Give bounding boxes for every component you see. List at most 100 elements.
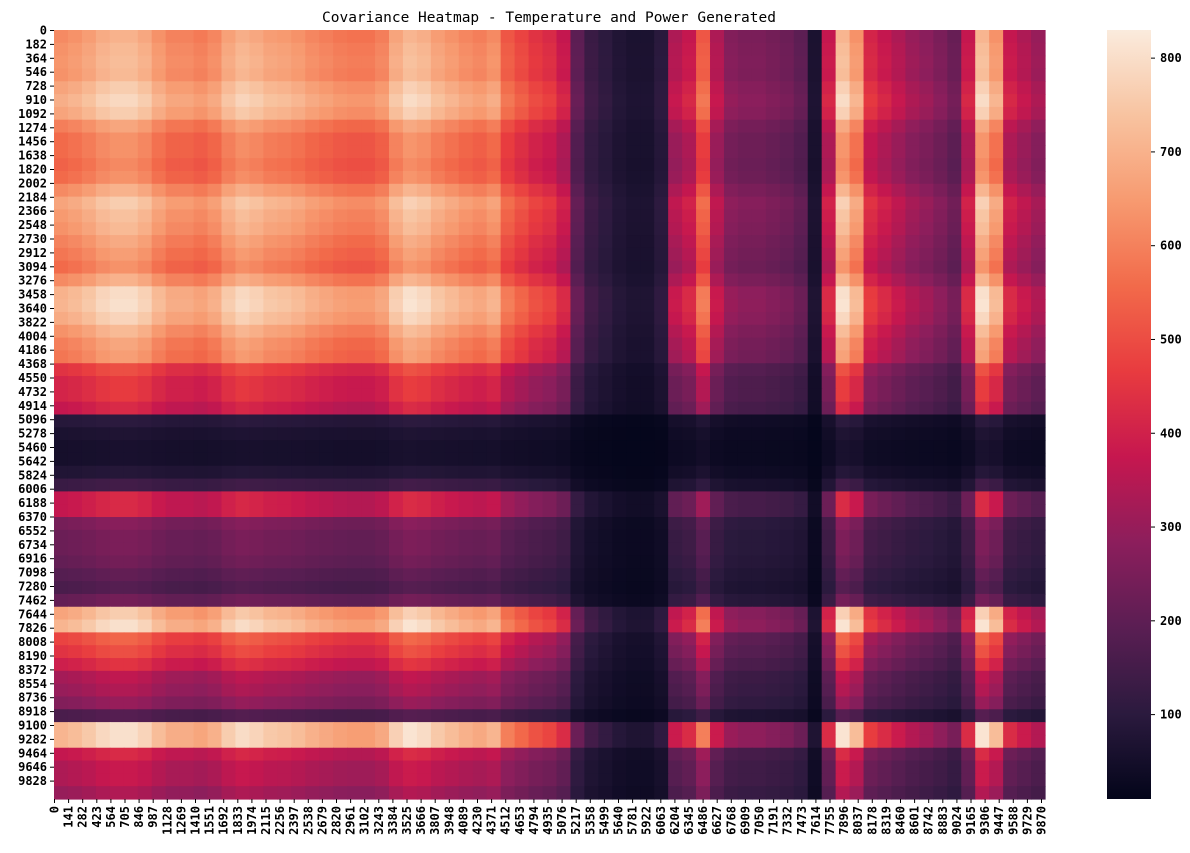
heatmap-cell: [137, 555, 153, 569]
heatmap-cell: [333, 376, 348, 390]
heatmap-cell: [416, 517, 432, 531]
heatmap-cell: [54, 670, 69, 685]
heatmap-cell: [807, 747, 823, 762]
heatmap-cell: [947, 324, 962, 339]
heatmap-cell: [891, 196, 907, 211]
heatmap-cell: [961, 68, 976, 82]
heatmap-cell: [668, 247, 683, 262]
heatmap-cell: [151, 42, 167, 57]
heatmap-cell: [947, 81, 962, 95]
heatmap-cell: [1031, 81, 1046, 95]
heatmap-cell: [849, 81, 865, 95]
heatmap-cell: [891, 94, 907, 108]
heatmap-cell: [975, 81, 990, 95]
heatmap-cell: [570, 786, 585, 800]
heatmap-cell: [486, 465, 502, 480]
heatmap-cell: [347, 119, 362, 134]
heatmap-cell: [221, 786, 237, 800]
heatmap-cell: [737, 260, 753, 275]
heatmap-cell: [919, 81, 934, 95]
heatmap-cell: [835, 145, 851, 159]
heatmap-cell: [361, 183, 376, 198]
heatmap-cell: [416, 568, 432, 582]
heatmap-cell: [137, 260, 153, 275]
heatmap-cell: [835, 555, 851, 569]
heatmap-cell: [696, 30, 711, 44]
heatmap-cell: [696, 42, 711, 57]
heatmap-cell: [500, 286, 516, 300]
heatmap-cell: [807, 465, 823, 480]
heatmap-cell: [375, 222, 390, 236]
heatmap-cell: [402, 542, 418, 557]
heatmap-cell: [263, 491, 278, 505]
heatmap-cell: [388, 504, 404, 518]
heatmap-cell: [640, 235, 655, 249]
heatmap-cell: [347, 337, 362, 352]
heatmap-cell: [416, 581, 432, 595]
heatmap-cell: [528, 273, 544, 287]
heatmap-cell: [305, 286, 320, 300]
heatmap-cell: [961, 440, 976, 454]
heatmap-cell: [905, 94, 920, 108]
heatmap-cell: [137, 183, 153, 198]
heatmap-cell: [975, 645, 990, 659]
heatmap-cell: [109, 68, 125, 82]
heatmap-cell: [207, 388, 223, 403]
heatmap-cell: [975, 491, 990, 505]
heatmap-cell: [975, 709, 990, 723]
heatmap-cell: [263, 786, 278, 800]
heatmap-cell: [584, 606, 599, 621]
heatmap-cell: [444, 363, 460, 377]
heatmap-cell: [249, 30, 264, 44]
heatmap-cell: [81, 55, 97, 70]
heatmap-cell: [570, 170, 585, 185]
heatmap-cell: [81, 260, 97, 275]
heatmap-cell: [235, 760, 251, 774]
heatmap-cell: [123, 170, 139, 185]
heatmap-cell: [961, 106, 976, 121]
heatmap-cell: [81, 734, 97, 749]
heatmap-cell: [528, 183, 544, 198]
heatmap-cell: [95, 170, 111, 185]
heatmap-cell: [668, 55, 683, 70]
heatmap-cell: [947, 491, 962, 505]
heatmap-cell: [235, 247, 251, 262]
heatmap-cell: [989, 773, 1004, 787]
heatmap-cell: [989, 747, 1004, 762]
heatmap-cell: [723, 696, 739, 710]
heatmap-cell: [654, 30, 669, 44]
heatmap-cell: [905, 645, 920, 659]
heatmap-cell: [67, 555, 83, 569]
heatmap-cell: [654, 722, 669, 736]
heatmap-cell: [640, 414, 655, 428]
heatmap-cell: [1031, 324, 1046, 339]
heatmap-cell: [263, 452, 278, 467]
heatmap-cell: [975, 606, 990, 621]
heatmap-cell: [807, 478, 823, 492]
heatmap-cell: [235, 388, 251, 403]
heatmap-cell: [263, 440, 278, 454]
heatmap-cell: [333, 427, 348, 441]
heatmap-cell: [165, 106, 181, 121]
heatmap-cell: [444, 158, 460, 172]
heatmap-cell: [109, 491, 125, 505]
heatmap-cell: [682, 222, 697, 236]
heatmap-cell: [514, 722, 530, 736]
heatmap-cell: [263, 478, 278, 492]
heatmap-cell: [682, 350, 697, 364]
heatmap-cell: [863, 247, 879, 262]
heatmap-cell: [821, 773, 837, 787]
heatmap-cell: [402, 363, 418, 377]
heatmap-cell: [905, 658, 920, 672]
heatmap-cell: [1003, 68, 1018, 82]
heatmap-cell: [291, 542, 306, 557]
heatmap-cell: [779, 106, 795, 121]
heatmap-cell: [179, 324, 195, 339]
heatmap-cell: [849, 196, 865, 211]
heatmap-cell: [696, 747, 711, 762]
heatmap-cell: [305, 94, 320, 108]
heatmap-cell: [989, 786, 1004, 800]
heatmap-cell: [793, 645, 809, 659]
heatmap-cell: [514, 145, 530, 159]
heatmap-cell: [333, 542, 348, 557]
